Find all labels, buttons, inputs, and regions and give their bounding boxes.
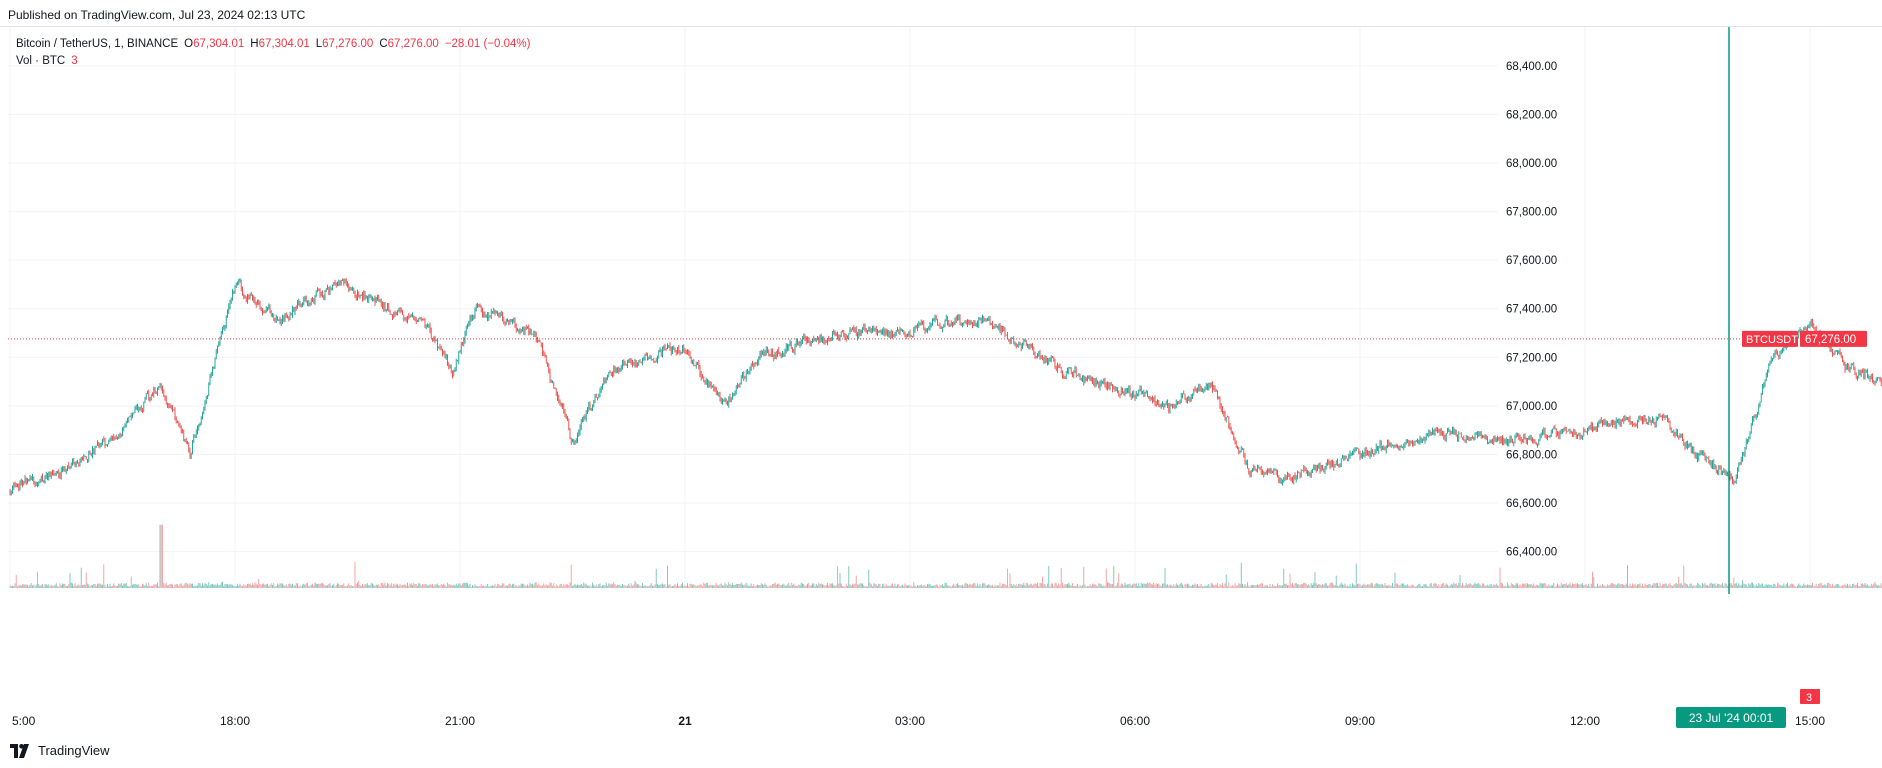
grid-lines <box>8 27 1811 588</box>
volume-bars <box>9 524 1882 588</box>
candles <box>9 277 1882 496</box>
price-chart[interactable]: 66,400.0066,600.0066,800.0067,000.0067,2… <box>0 27 1882 740</box>
top-bar: Published on TradingView.com, Jul 23, 20… <box>0 0 1882 27</box>
published-label: Published on TradingView.com, Jul 23, 20… <box>8 8 306 22</box>
